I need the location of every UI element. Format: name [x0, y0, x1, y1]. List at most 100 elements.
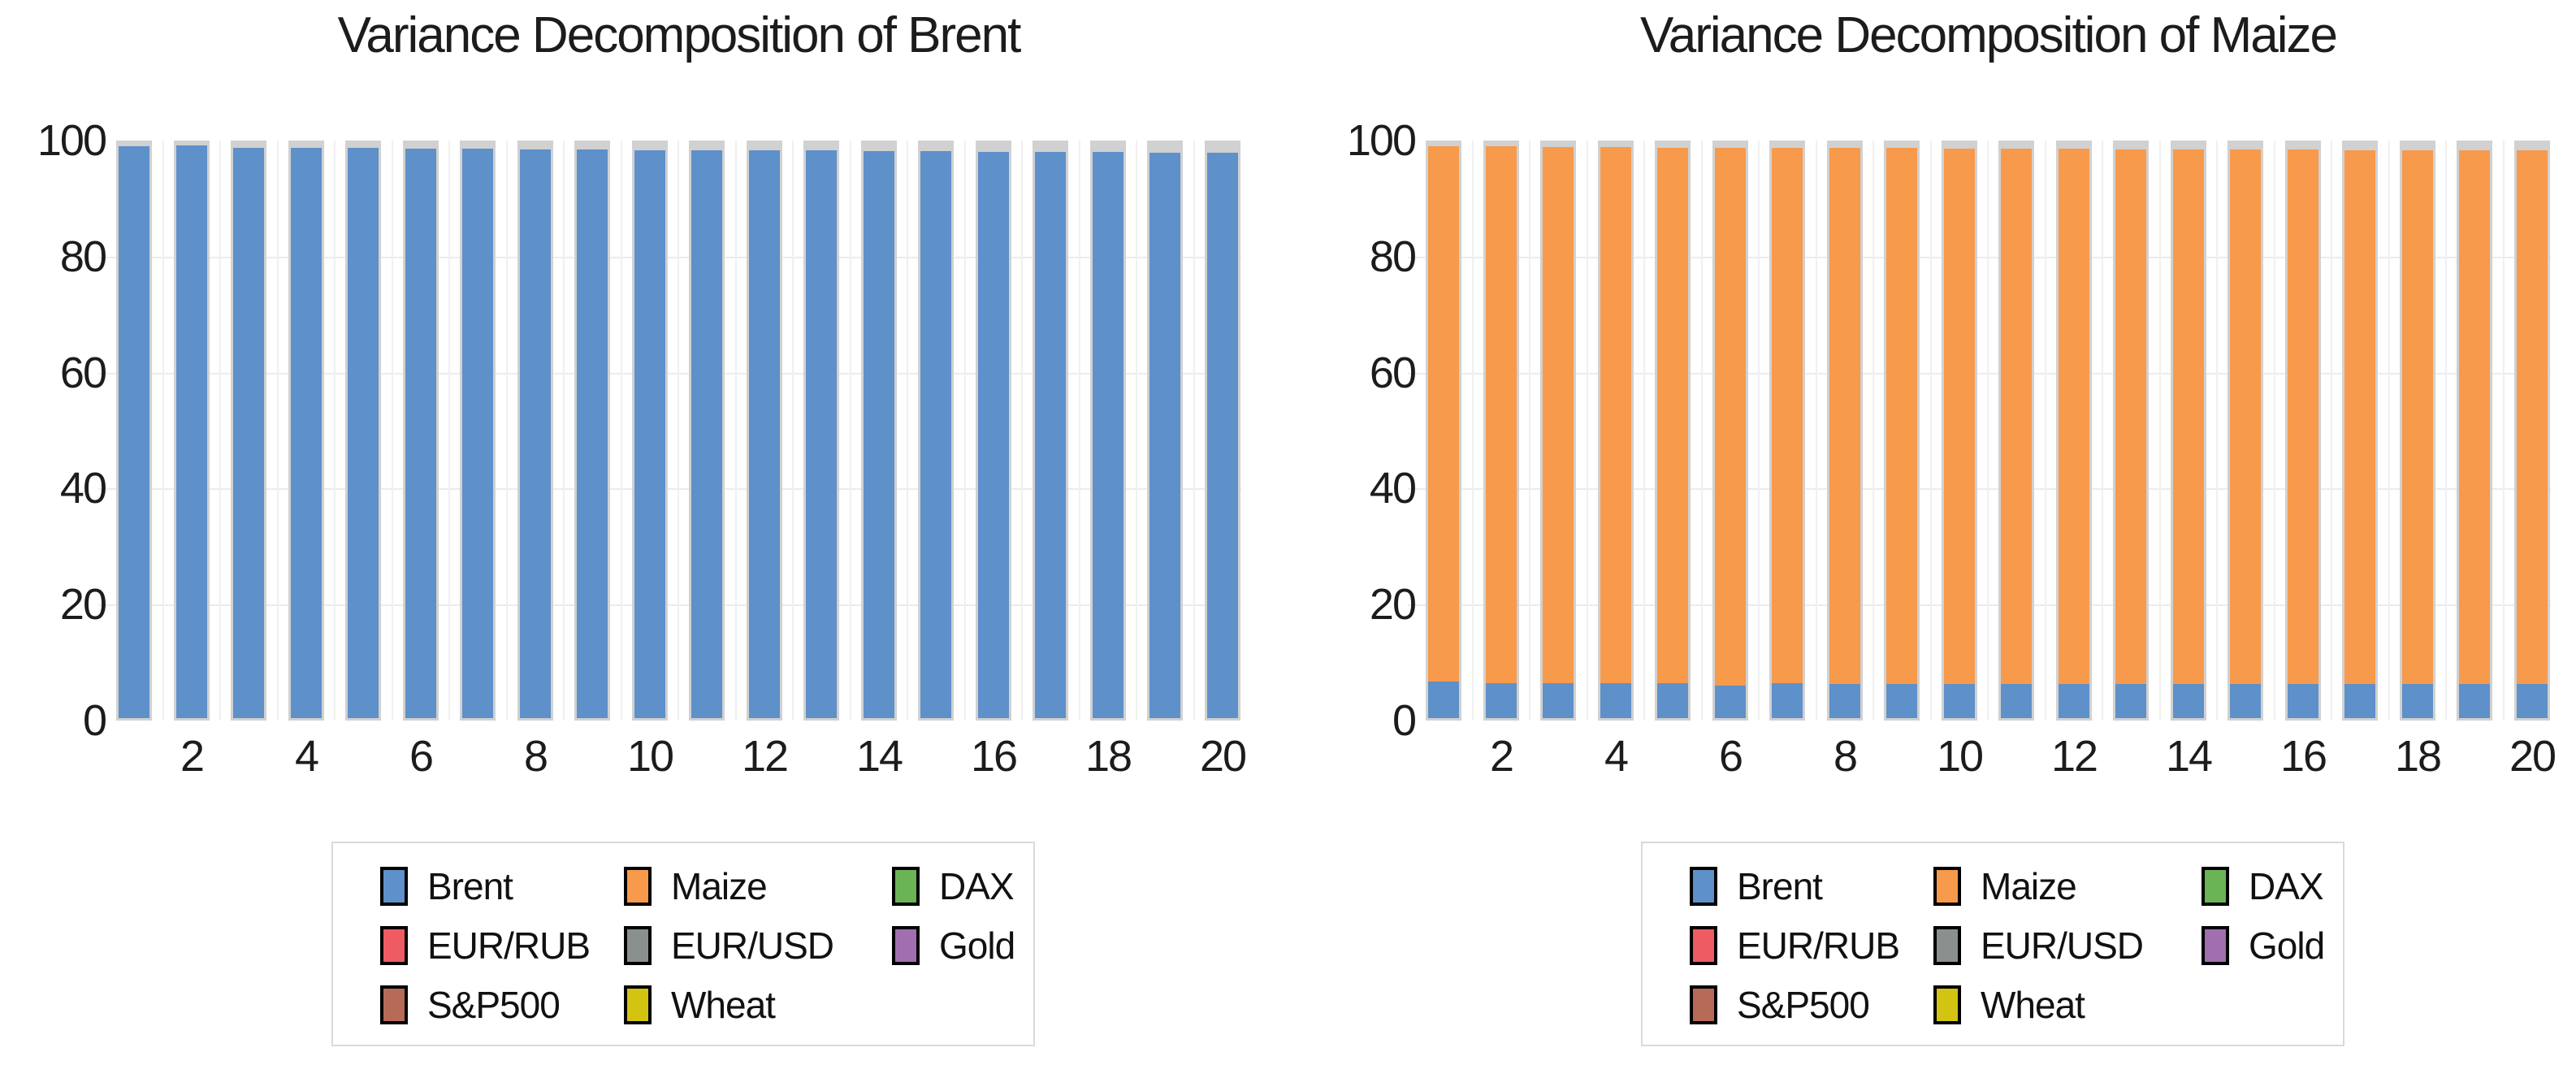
bar-segment-brent [1207, 153, 1238, 718]
bar-segment-maize [2402, 149, 2433, 685]
y-tick-label: 80 [59, 232, 107, 281]
legend-swatch-dax [2202, 866, 2229, 906]
x-tick-label: 10 [626, 732, 674, 781]
legend-label: EUR/RUB [427, 924, 591, 967]
bar-segment-maize [2288, 149, 2318, 685]
x-tick-label: 10 [1936, 732, 1984, 781]
vertical-gridline [621, 141, 622, 721]
legend-item-s-p500: S&P500 [380, 983, 624, 1027]
vertical-gridline [2274, 141, 2275, 721]
stacked-bar-h16 [976, 141, 1011, 721]
bar-segment-brent [348, 148, 379, 718]
bar-segment-others [405, 143, 436, 149]
vertical-gridline [2445, 141, 2447, 721]
legend-label: EUR/RUB [1737, 924, 1900, 967]
vertical-gridline [850, 141, 851, 721]
bar-segment-brent [2344, 684, 2375, 718]
x-tick-label: 18 [1085, 732, 1132, 781]
stacked-bar-h17 [1033, 141, 1068, 721]
y-tick-label: 0 [82, 696, 107, 745]
bar-segment-others [1715, 143, 1746, 148]
legend-swatch-brent [1690, 866, 1717, 906]
bar-segment-brent [176, 145, 207, 718]
bar-segment-brent [1886, 683, 1917, 718]
bar-segment-brent [1657, 682, 1688, 718]
vertical-gridline [563, 141, 565, 721]
vertical-gridline [1021, 141, 1023, 721]
chart-title-brent: Variance Decomposition of Brent [337, 7, 1022, 63]
vertical-gridline [1079, 141, 1080, 721]
bar-segment-brent [864, 150, 894, 718]
stacked-bar-h11 [1998, 141, 2034, 721]
y-tick-label: 60 [1369, 349, 1417, 397]
y-tick-label: 20 [1369, 580, 1417, 629]
bar-segment-maize [2344, 149, 2375, 685]
horizontal-gridline [98, 604, 1241, 606]
bar-segment-brent [1715, 686, 1746, 718]
legend-swatch-eur-rub [1690, 925, 1717, 965]
stacked-bar-h9 [1884, 141, 1920, 721]
legend-item-s-p500: S&P500 [1690, 983, 1933, 1027]
bar-segment-others [806, 143, 837, 151]
bar-segment-brent [2402, 684, 2433, 718]
legend-swatch-eur-usd [624, 925, 652, 965]
horizontal-gridline [1408, 373, 2551, 374]
bar-segment-others [119, 143, 149, 146]
bar-segment-brent [1772, 682, 1803, 718]
horizontal-gridline [98, 257, 1241, 258]
bar-segment-maize [2115, 149, 2146, 685]
vertical-gridline [334, 141, 336, 721]
vertical-gridline [678, 141, 679, 721]
stacked-bar-h16 [2285, 141, 2321, 721]
bar-segment-others [1886, 143, 1917, 149]
plot-area-maize [1408, 141, 2551, 721]
y-tick-label: 80 [1369, 232, 1417, 281]
legend-item-eur-rub: EUR/RUB [380, 924, 624, 968]
stacked-bar-h1 [116, 141, 152, 721]
legend-item-brent: Brent [380, 864, 624, 908]
x-tick-label: 16 [2279, 732, 2327, 781]
bar-segment-others [291, 143, 322, 149]
x-tick-label: 2 [1489, 732, 1514, 781]
bar-segment-brent [2059, 684, 2089, 718]
x-tick-label: 20 [2509, 732, 2557, 781]
stacked-bar-h1 [1426, 141, 1461, 721]
chart-title-maize: Variance Decomposition of Maize [1640, 7, 2338, 63]
legend-item-eur-rub: EUR/RUB [1690, 924, 1933, 968]
bar-segment-brent [806, 150, 837, 718]
stacked-bar-h17 [2342, 141, 2378, 721]
plot-area-brent [98, 141, 1241, 721]
bar-segment-brent [2288, 684, 2318, 718]
chart-panel-brent: Variance Decomposition of Brent 0 20 40 60 8… [37, 7, 1247, 1046]
bar-segment-maize [2230, 149, 2261, 685]
bar-segment-maize [2459, 149, 2490, 685]
bar-segment-others [2001, 143, 2032, 149]
x-tick-label: 14 [2165, 732, 2213, 781]
legend-label: EUR/USD [1981, 924, 2144, 967]
legend-swatch-wheat [1933, 985, 1961, 1024]
legend-swatch-s-p500 [380, 985, 408, 1024]
legend-label: DAX [2249, 864, 2324, 907]
bar-segment-brent [1543, 682, 1574, 718]
bar-segment-others [2173, 143, 2204, 149]
legend-box-brent: Brent Maize DAX EUR/RUB EUR/USD Gold S&P500 Whe… [331, 842, 1035, 1046]
stacked-bar-h18 [2400, 141, 2435, 721]
vertical-gridline [1872, 141, 1874, 721]
bar-segment-brent [233, 147, 264, 718]
bar-segment-maize [2517, 149, 2548, 685]
bar-segment-brent [1149, 153, 1180, 718]
vertical-gridline [907, 141, 908, 721]
stacked-bar-h20 [2514, 141, 2550, 721]
stacked-bar-h19 [1147, 141, 1183, 721]
bar-segment-others [2115, 143, 2146, 149]
legend-item-eur-usd: EUR/USD [624, 924, 892, 968]
legend-item-dax: DAX [892, 864, 1033, 908]
bar-segment-maize [1486, 146, 1517, 683]
bar-segment-others [1600, 143, 1631, 147]
bar-segment-maize [1829, 148, 1860, 684]
bar-segment-brent [634, 149, 665, 718]
legend-label: Wheat [671, 983, 776, 1026]
bar-segment-brent [577, 149, 608, 718]
bar-segment-brent [2230, 684, 2261, 718]
bar-segment-others [1093, 143, 1123, 153]
